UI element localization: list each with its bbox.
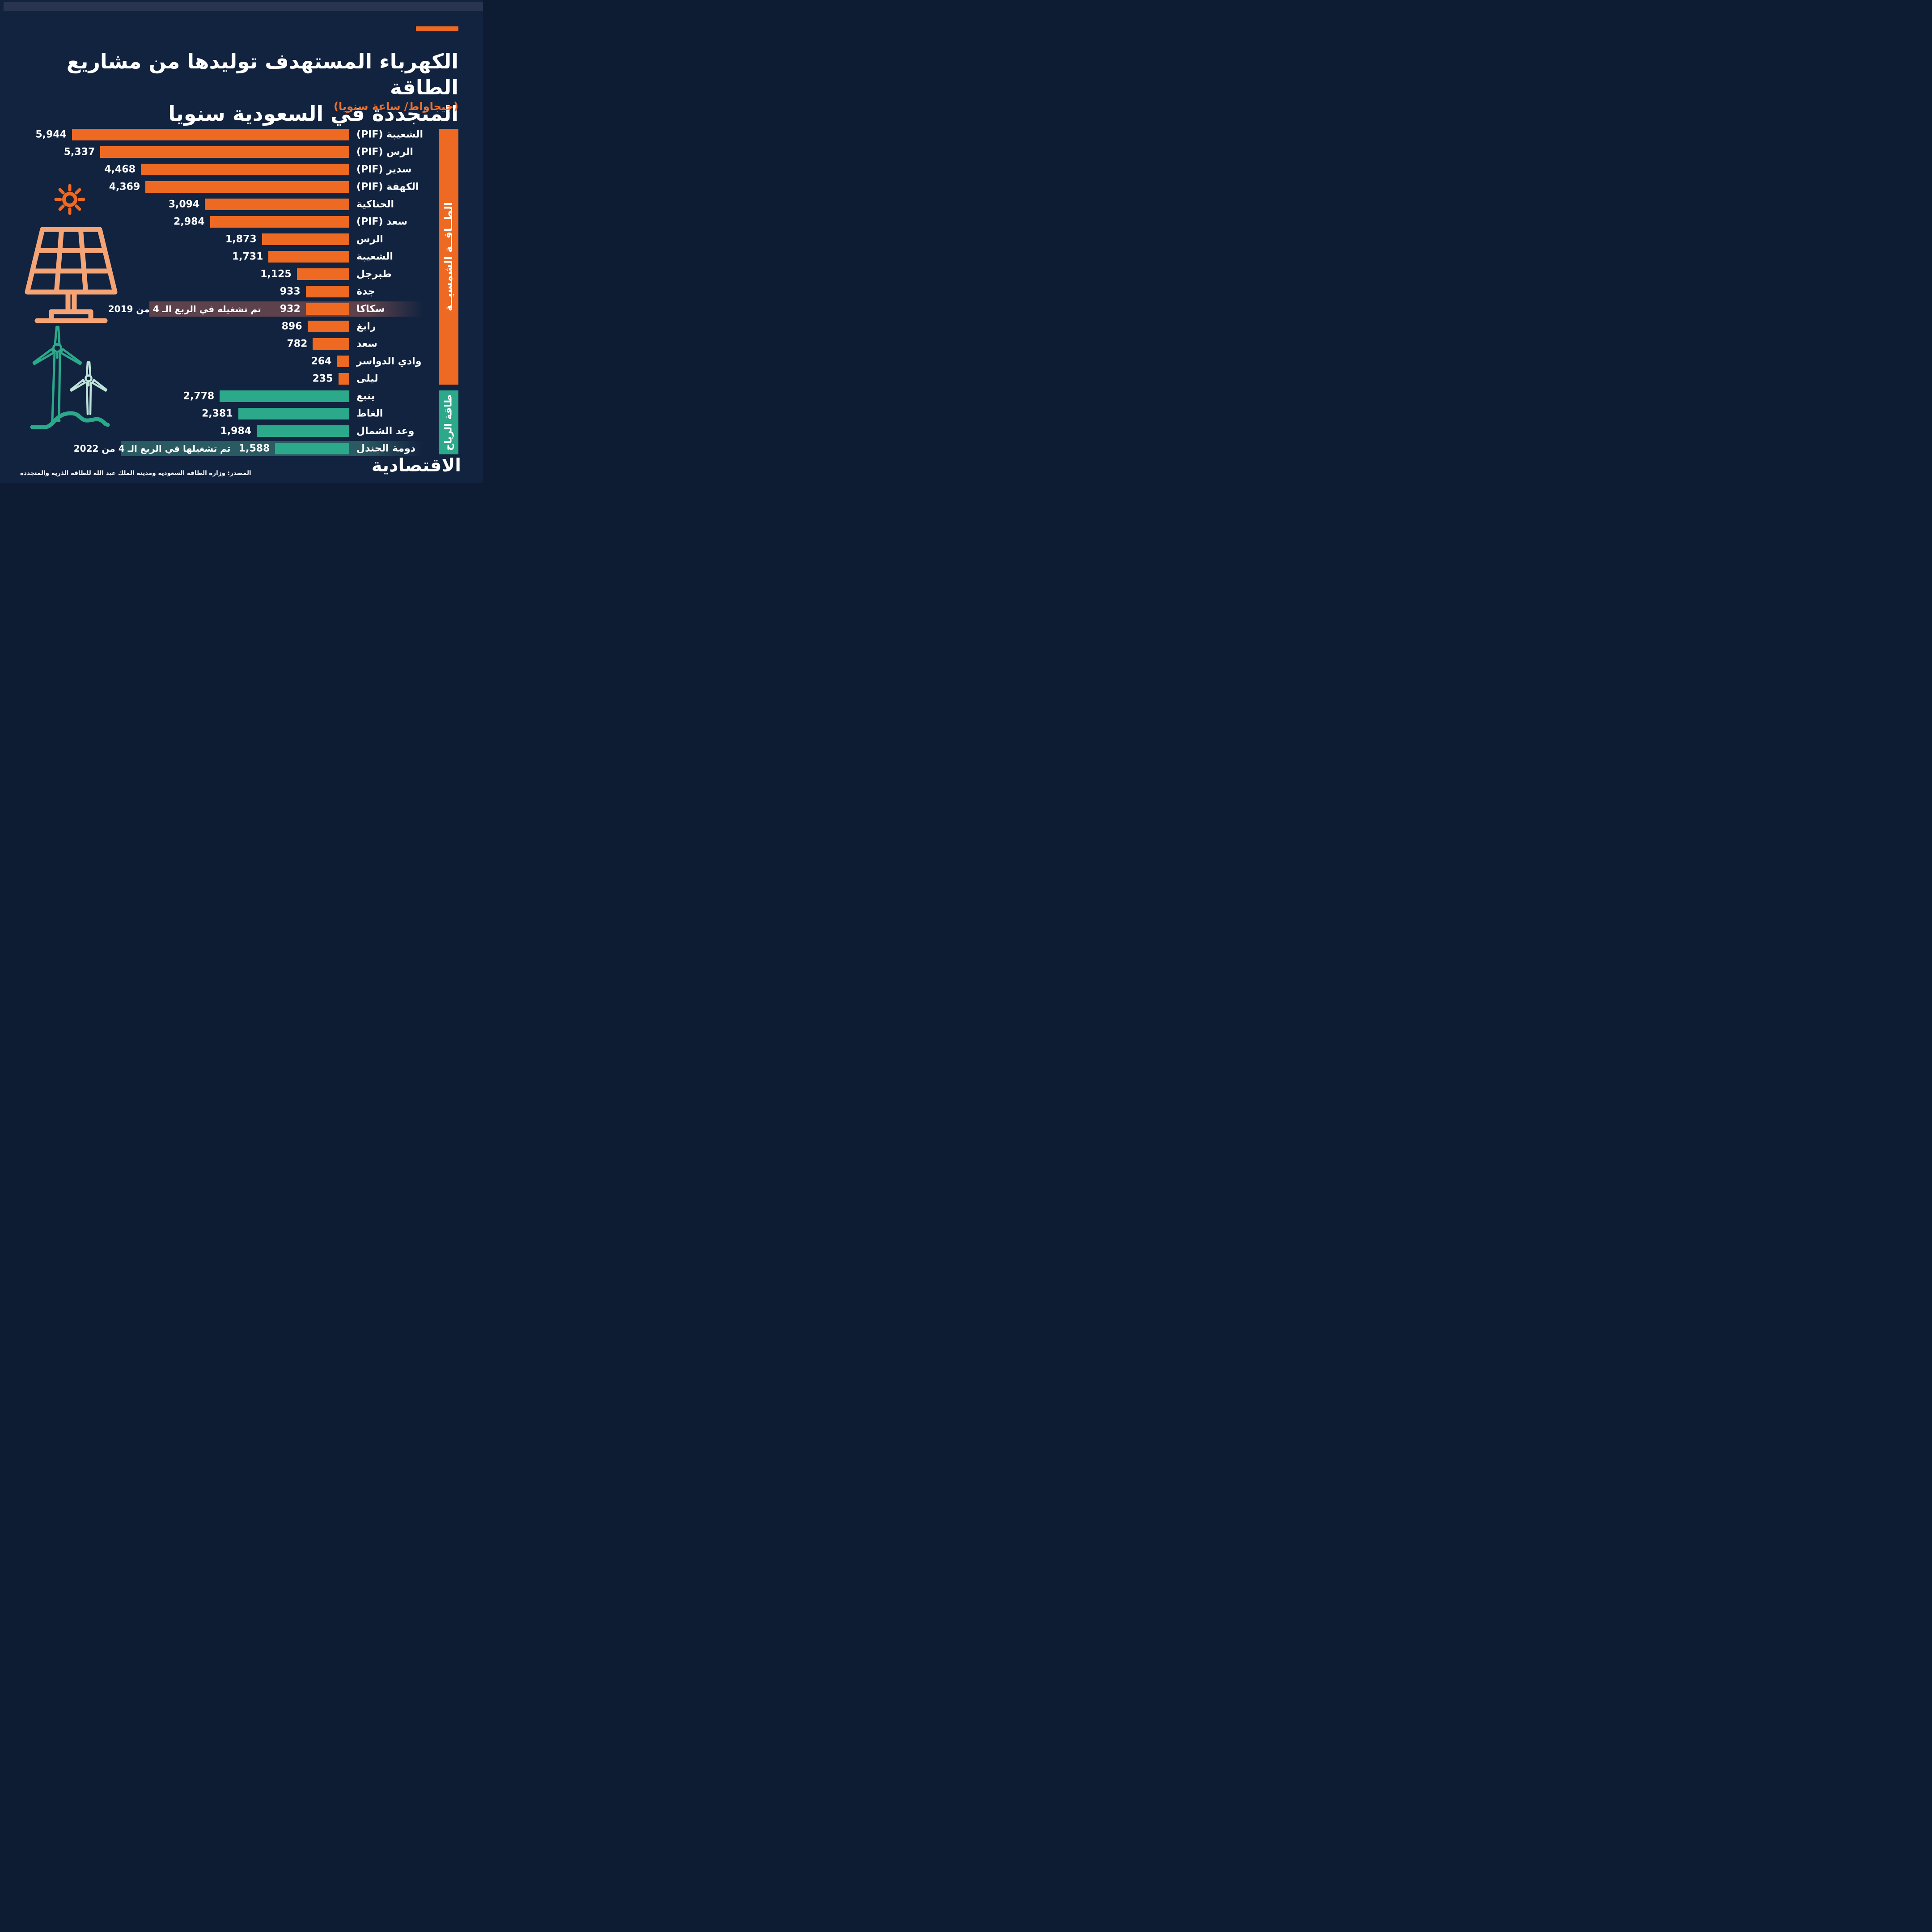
chart-row: 2,381 الغاط xyxy=(0,405,483,423)
bar-label: سكاكا xyxy=(356,303,385,315)
bar-value: 1,588 xyxy=(238,443,270,454)
bar-value: 2,778 xyxy=(183,390,215,402)
page-subtitle: (جيجاواط/ ساعة سنويا) xyxy=(334,100,458,113)
header-band xyxy=(4,2,483,11)
bar-label: الغاط xyxy=(356,408,383,419)
bar-value: 5,337 xyxy=(64,146,95,158)
bar xyxy=(145,181,349,193)
sun-icon xyxy=(54,184,85,215)
solar-panel-icon xyxy=(25,227,118,323)
bar-label: الرس xyxy=(356,233,383,245)
chart-row: 2,778 ينبع xyxy=(0,388,483,405)
wind-category-band: طاقة الرياح xyxy=(439,390,458,454)
title-accent-bar xyxy=(416,26,458,31)
bar xyxy=(338,373,349,385)
chart-row: 1,588 دومة الجندل تم تشغيلها في الربع الـ … xyxy=(0,440,483,458)
bar xyxy=(205,199,349,210)
bar xyxy=(262,233,349,245)
annotation-band xyxy=(121,441,423,456)
bar-label: سعد (PIF) xyxy=(356,216,407,228)
chart-row: 2,984 سعد (PIF) xyxy=(0,213,483,231)
infographic-canvas: الكهرباء المستهدف توليدها من مشاريع الطا… xyxy=(0,0,483,483)
bar-label: الرس (PIF) xyxy=(356,146,413,158)
bar-label: سدير (PIF) xyxy=(356,164,412,175)
page-title-line2: المتجددة في السعودية سنويا xyxy=(168,101,458,126)
chart-row: 932 سكاكا تم تشغيله في الربع الـ 4 من 2019 xyxy=(0,301,483,318)
bar xyxy=(297,268,349,280)
bar-value: 264 xyxy=(311,356,332,367)
bar-value: 2,381 xyxy=(202,408,233,419)
solar-category-band: الطــاقــة الشمسيــة xyxy=(439,129,458,385)
chart-row: 1,125 طبرجل xyxy=(0,266,483,283)
chart-row: 5,337 الرس (PIF) xyxy=(0,144,483,161)
chart-row: 4,468 سدير (PIF) xyxy=(0,161,483,178)
page-title: الكهرباء المستهدف توليدها من مشاريع الطا… xyxy=(0,48,458,127)
annotation-label: تم تشغيله في الربع الـ 4 من 2019 xyxy=(108,304,261,314)
bar-value: 782 xyxy=(287,338,308,350)
bar-label: الحناكية xyxy=(356,199,394,210)
bar xyxy=(275,443,349,454)
bar xyxy=(238,408,349,419)
bar-value: 4,468 xyxy=(104,164,136,175)
bar-label: ينبع xyxy=(356,390,375,402)
chart-row: 5,944 الشعيبة (PIF) xyxy=(0,126,483,144)
bar-label: سعد xyxy=(356,338,377,350)
bar-label: دومة الجندل xyxy=(356,443,416,454)
chart-row: 4,369 الكهفة (PIF) xyxy=(0,178,483,196)
bar-label: جدة xyxy=(356,286,375,297)
bar-value: 932 xyxy=(280,303,301,315)
bar xyxy=(313,338,349,350)
wind-turbines-icon xyxy=(30,326,110,429)
page-title-line1: الكهرباء المستهدف توليدها من مشاريع الطا… xyxy=(66,49,458,100)
chart-row: 933 جدة xyxy=(0,283,483,301)
chart-row: 3,094 الحناكية xyxy=(0,196,483,213)
bar-value: 3,094 xyxy=(168,199,200,210)
bar xyxy=(220,390,349,402)
bar xyxy=(337,356,349,367)
bar-value: 2,984 xyxy=(174,216,205,228)
bar-label: الشعيبة (PIF) xyxy=(356,129,424,140)
bar xyxy=(257,425,349,437)
bar xyxy=(268,251,349,263)
bar-value: 896 xyxy=(281,321,302,332)
bar xyxy=(307,321,349,332)
wind-category-label: طاقة الرياح xyxy=(443,394,454,451)
bar-label: طبرجل xyxy=(356,268,392,280)
chart-row: 1,873 الرس xyxy=(0,231,483,248)
solar-category-label: الطــاقــة الشمسيــة xyxy=(442,202,455,311)
bar-label: وادي الدواسر xyxy=(356,356,422,367)
bar-label: الشعيبة xyxy=(356,251,393,263)
chart-row: 1,731 الشعيبة xyxy=(0,248,483,266)
bar-chart: 5,944 الشعيبة (PIF) 5,337 الرس (PIF) 4,468 سد… xyxy=(0,0,483,483)
bar xyxy=(305,286,349,297)
bar-label: رابغ xyxy=(356,321,376,332)
bar-value: 1,731 xyxy=(232,251,263,263)
publisher-logo: الاقتصادية xyxy=(371,455,461,476)
source-note: المصدر: وزارة الطاقة السعودية ومدينة الم… xyxy=(20,470,251,477)
bar xyxy=(210,216,349,228)
annotation-label: تم تشغيلها في الربع الـ 4 من 2022 xyxy=(73,443,231,454)
chart-row: 235 ليلى xyxy=(0,370,483,388)
bar-value: 1,873 xyxy=(225,233,257,245)
bar-label: وعد الشمال xyxy=(356,425,415,437)
chart-row: 1,984 وعد الشمال xyxy=(0,423,483,440)
bar xyxy=(305,303,349,315)
annotation-band xyxy=(149,301,423,317)
bar-label: الكهفة (PIF) xyxy=(356,181,419,193)
bar-value: 1,984 xyxy=(220,425,252,437)
bar xyxy=(140,164,349,175)
bar-value: 933 xyxy=(280,286,301,297)
bar xyxy=(72,129,349,140)
chart-row: 264 وادي الدواسر xyxy=(0,353,483,370)
chart-row: 782 سعد xyxy=(0,335,483,353)
bar-label: ليلى xyxy=(356,373,378,385)
bar-value: 4,369 xyxy=(109,181,140,193)
bar-value: 5,944 xyxy=(35,129,67,140)
bar-value: 235 xyxy=(312,373,333,385)
chart-row: 896 رابغ xyxy=(0,318,483,335)
bar xyxy=(100,146,349,158)
bar-value: 1,125 xyxy=(260,268,292,280)
